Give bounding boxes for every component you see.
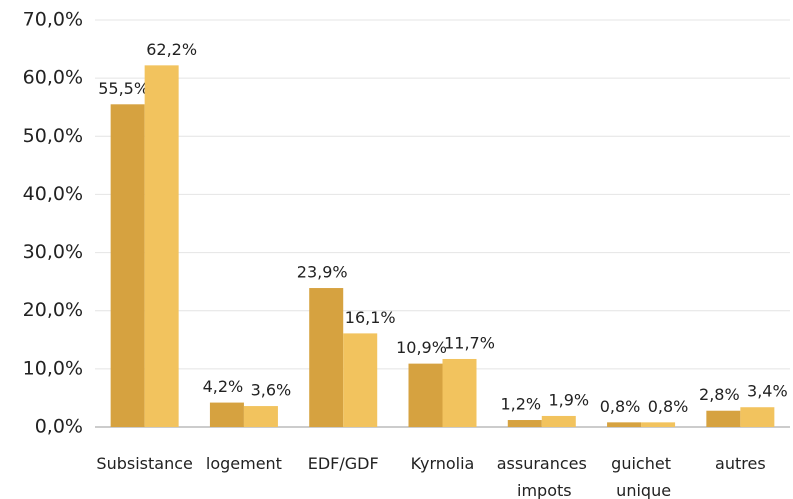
value-label: 3,4% (747, 382, 788, 401)
x-tick-label: EDF/GDF (308, 454, 379, 473)
bar (243, 406, 278, 427)
y-tick-label: 10,0% (23, 357, 83, 379)
value-label: 62,2% (146, 40, 197, 59)
y-tick-label: 70,0% (23, 9, 83, 31)
value-label: 0,8% (600, 397, 641, 416)
x-tick-label: Subsistance (96, 454, 192, 473)
y-tick-label: 30,0% (23, 241, 83, 263)
bar (442, 358, 477, 427)
y-tick-label: 20,0% (23, 299, 83, 321)
x-tick-label: logement (206, 454, 282, 473)
x-tick-label: autres (715, 454, 766, 473)
value-label: 10,9% (396, 338, 447, 357)
value-label: 2,8% (699, 385, 740, 404)
value-label: 55,5% (98, 79, 149, 98)
bar (740, 407, 775, 427)
x-tick-label: Kyrnolia (411, 454, 475, 473)
bar (309, 288, 344, 427)
bar (507, 420, 542, 427)
bar (541, 415, 576, 427)
value-label: 23,9% (297, 263, 348, 282)
bar (209, 402, 244, 427)
value-label: 1,9% (548, 390, 589, 409)
value-label: 4,2% (203, 377, 244, 396)
value-label: 3,6% (251, 381, 292, 400)
value-label: 11,7% (444, 333, 495, 352)
value-label: 16,1% (345, 308, 396, 327)
bar (343, 333, 378, 427)
bar (110, 104, 145, 428)
y-tick-label: 50,0% (23, 125, 83, 147)
bar (408, 363, 443, 427)
bar (706, 410, 741, 427)
x-tick-label: guichet unique (611, 454, 671, 499)
y-tick-label: 60,0% (23, 67, 83, 89)
value-label: 0,8% (648, 397, 689, 416)
bar (607, 422, 642, 427)
bar (144, 65, 179, 427)
value-label: 1,2% (500, 395, 541, 414)
y-tick-label: 40,0% (23, 183, 83, 205)
x-tick-label: assurances impots (497, 454, 587, 499)
y-tick-label: 0,0% (35, 416, 83, 438)
bar (641, 422, 676, 427)
